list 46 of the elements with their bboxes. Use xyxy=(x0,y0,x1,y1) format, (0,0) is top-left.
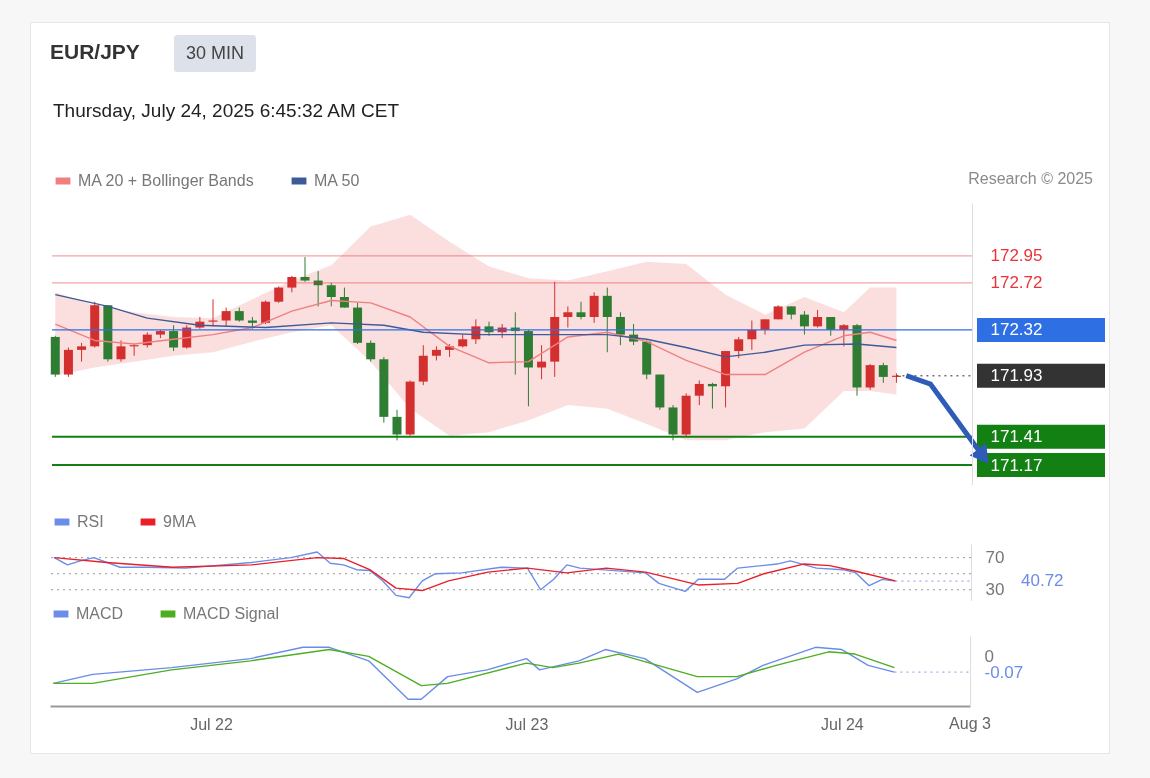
ref-line-label: 40.72 xyxy=(1021,571,1064,591)
candlestick xyxy=(221,307,231,327)
candlestick xyxy=(602,287,612,353)
legend-label: MACD xyxy=(76,605,124,622)
y-tick-label: 171.93 xyxy=(990,366,1043,386)
y-tick-label: 30 xyxy=(985,580,1005,600)
legend-label: MACD Signal xyxy=(183,605,280,622)
y-tick-label: 171.17 xyxy=(990,455,1043,475)
y-tick-label: 171.41 xyxy=(990,427,1043,447)
x-tick-label: Jul 22 xyxy=(190,715,233,733)
candlestick xyxy=(865,363,875,391)
y-tick-label: 172.32 xyxy=(990,320,1043,340)
x-tick-label: Jul 23 xyxy=(505,715,549,733)
candlestick xyxy=(589,291,599,324)
candlestick xyxy=(366,339,376,363)
text: 30 MIN xyxy=(174,35,257,72)
candlestick xyxy=(734,336,744,359)
legend-label: MA 20 + Bollinger Bands xyxy=(78,172,254,189)
candlestick xyxy=(878,362,888,384)
candlestick xyxy=(261,300,271,325)
y-tick-label: 70 xyxy=(985,548,1005,568)
candlestick xyxy=(576,301,586,320)
legend-label: RSI xyxy=(77,513,104,530)
chart-subtitle: Thursday, July 24, 2025 6:45:32 AM CET xyxy=(53,100,400,122)
candlestick xyxy=(799,310,809,336)
line-series xyxy=(53,556,897,592)
candlestick xyxy=(300,256,310,283)
y-tick-label: 172.72 xyxy=(990,273,1043,293)
text: Research © 2025 xyxy=(968,170,1093,188)
candlestick xyxy=(116,339,126,363)
candlestick xyxy=(169,324,179,352)
y-tick-label: 172.95 xyxy=(990,246,1043,266)
line-series xyxy=(52,648,896,687)
line-series xyxy=(54,299,898,376)
x-tick-label: Jul 24 xyxy=(821,715,864,733)
candlestick xyxy=(694,379,704,406)
chart-title: EUR/JPY xyxy=(50,40,140,64)
line-series xyxy=(54,293,898,358)
candlestick xyxy=(563,305,573,329)
text: Aug 3 xyxy=(949,715,992,732)
legend-label: MA 50 xyxy=(314,172,360,189)
candlestick xyxy=(537,344,547,380)
candlestick xyxy=(392,409,402,441)
legend-label: 9MA xyxy=(163,513,197,530)
candlestick xyxy=(77,342,87,363)
candlestick xyxy=(326,282,336,307)
